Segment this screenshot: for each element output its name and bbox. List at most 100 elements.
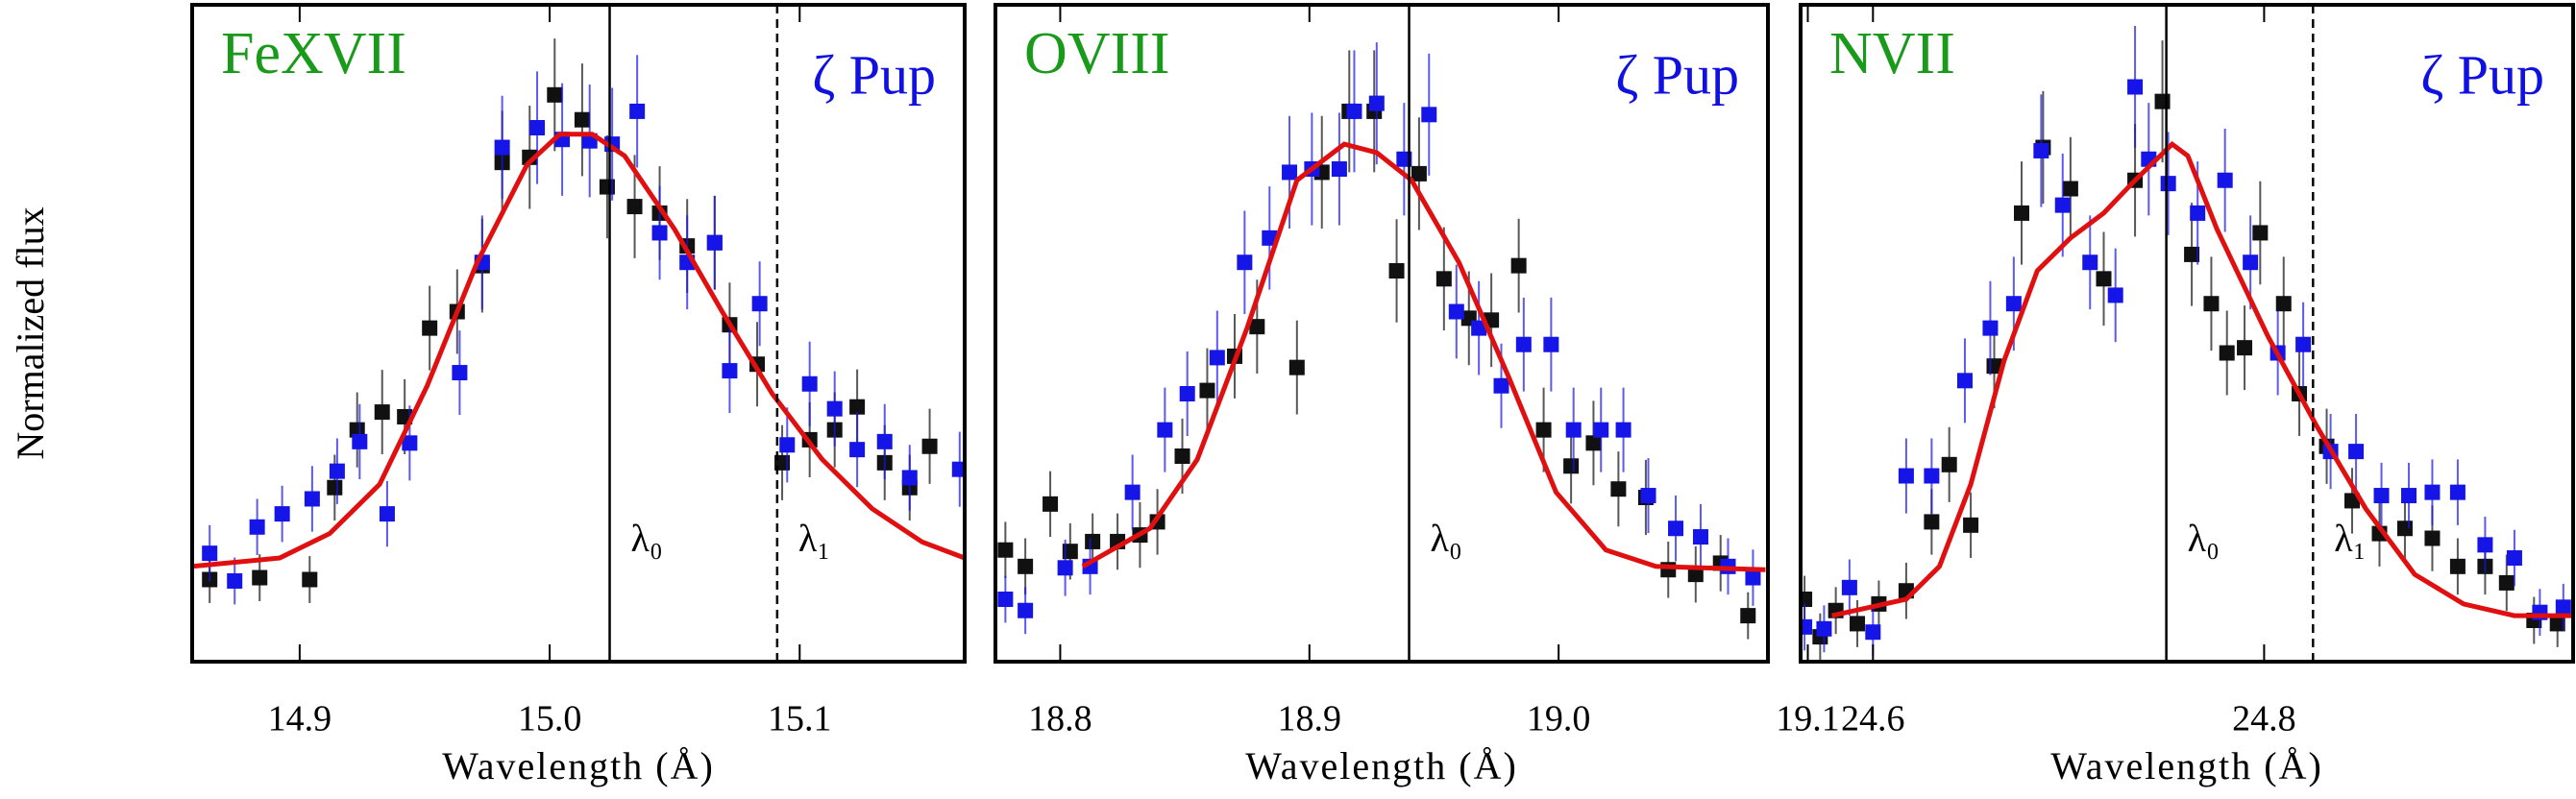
data-point — [1157, 422, 1173, 438]
data-point — [997, 542, 1014, 558]
data-point — [2396, 521, 2413, 537]
data-point — [1493, 377, 1509, 394]
data-point — [1237, 254, 1253, 271]
data-point — [2160, 176, 2176, 192]
x-tick-label: 15.0 — [518, 699, 582, 739]
data-point — [1411, 165, 1427, 182]
x-tick-label: 19.1 — [1776, 699, 1840, 739]
plot-frame — [1799, 3, 2575, 664]
data-point — [402, 435, 418, 451]
data-point — [2184, 246, 2200, 262]
data-point — [422, 320, 438, 336]
data-point — [1801, 592, 1813, 608]
data-point — [1510, 257, 1527, 274]
data-point — [1249, 319, 1265, 335]
data-point — [1282, 164, 1298, 181]
data-point — [2054, 197, 2071, 213]
data-point — [2498, 574, 2515, 591]
data-point — [2549, 616, 2565, 632]
y-axis-label: Normalized flux — [9, 206, 52, 459]
data-point — [1179, 386, 1195, 402]
data-point — [1941, 456, 1957, 472]
data-point — [997, 592, 1014, 608]
data-point — [651, 225, 668, 241]
data-point — [2243, 254, 2259, 271]
panel: 18.8 18.9 19.0 19.1 λ₀ OVIII ζ Pup Wavelength (… — [994, 3, 1840, 787]
data-point — [1640, 488, 1656, 504]
data-point — [252, 569, 268, 586]
data-point — [779, 437, 796, 453]
data-point — [302, 571, 318, 588]
data-point — [901, 470, 918, 486]
data-point — [1585, 435, 1602, 451]
data-point — [2424, 484, 2441, 500]
data-point — [452, 365, 468, 381]
data-point — [1801, 618, 1813, 635]
data-point — [1448, 303, 1464, 320]
data-point — [494, 139, 510, 156]
data-point — [1692, 529, 1708, 545]
data-point — [529, 120, 546, 136]
data-point — [1610, 481, 1627, 497]
data-point — [329, 463, 345, 479]
reference-label: λ₁ — [2334, 517, 2366, 560]
data-point — [2096, 271, 2112, 287]
data-point — [1740, 608, 1756, 624]
data-point — [2449, 558, 2466, 574]
panel: 14.9 15.0 15.1 λ₀ λ₁ FeXVII ζ Pup Wavelength (Å… — [9, 3, 967, 787]
data-point — [706, 234, 723, 251]
panel-annotation: ζ Pup — [812, 43, 936, 106]
data-point — [2217, 172, 2233, 188]
data-point — [921, 438, 938, 454]
data-point — [1368, 95, 1385, 111]
data-point — [1421, 107, 1437, 123]
data-point — [2449, 484, 2466, 500]
data-point — [1435, 271, 1452, 287]
data-point — [1388, 263, 1405, 279]
x-tick-label: 18.8 — [1028, 699, 1092, 739]
data-point — [1331, 161, 1347, 177]
data-point — [2295, 336, 2312, 352]
data-point — [1963, 517, 1979, 533]
plot-frame — [190, 3, 967, 664]
data-point — [2082, 254, 2098, 271]
data-point — [2348, 444, 2365, 460]
data-point — [722, 363, 738, 379]
data-point — [379, 506, 395, 522]
data-point — [2555, 599, 2571, 616]
data-point — [2219, 345, 2235, 361]
data-point — [274, 506, 290, 522]
data-point — [352, 433, 368, 449]
data-point — [2424, 530, 2441, 546]
data-point — [2005, 296, 2022, 312]
panel-title: FeXVII — [221, 21, 406, 86]
data-point — [1085, 533, 1101, 549]
data-point — [1563, 458, 1580, 474]
data-point — [2033, 142, 2049, 158]
x-axis-label: Wavelength (Å) — [442, 744, 715, 787]
data-point — [599, 179, 615, 195]
data-point — [2373, 488, 2390, 504]
panel-annotation: ζ Pup — [2420, 43, 2544, 106]
data-point — [1816, 620, 1832, 637]
data-point — [1057, 560, 1073, 576]
model-line — [1831, 140, 2573, 618]
data-point — [2343, 493, 2360, 509]
reference-label: λ₀ — [1431, 517, 1462, 560]
data-point — [1543, 336, 1559, 352]
data-point — [1124, 484, 1141, 500]
x-tick-label: 24.8 — [2232, 699, 2296, 739]
x-tick-label: 18.9 — [1278, 699, 1342, 739]
x-axis-label: Wavelength (Å) — [1245, 744, 1518, 787]
x-tick-label: 24.6 — [1841, 699, 1905, 739]
data-point — [1668, 521, 1684, 537]
data-point — [349, 422, 365, 438]
data-point — [327, 479, 343, 496]
data-point — [1471, 320, 1487, 336]
data-point — [1018, 558, 1034, 574]
data-point — [1982, 320, 1999, 336]
data-point — [2014, 205, 2030, 221]
data-point — [574, 111, 590, 128]
x-tick-label: 19.0 — [1527, 699, 1591, 739]
